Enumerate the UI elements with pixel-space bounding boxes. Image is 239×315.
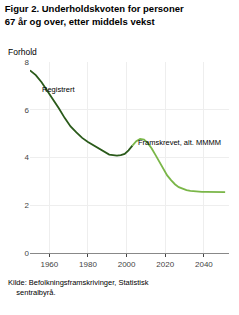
svg-text:Forhold: Forhold <box>8 47 37 57</box>
svg-text:Registrert: Registrert <box>42 85 75 94</box>
svg-text:Figur 2. Underholdskvoten for: Figur 2. Underholdskvoten for personer67… <box>5 3 184 26</box>
svg-text:6: 6 <box>25 106 30 115</box>
svg-text:2020: 2020 <box>156 260 174 269</box>
svg-text:Kilde: Befolkningsframskriving: Kilde: Befolkningsframskrivinger, Statis… <box>8 278 149 297</box>
svg-text:0: 0 <box>25 249 30 258</box>
svg-text:1980: 1980 <box>79 260 97 269</box>
svg-text:4: 4 <box>25 153 30 162</box>
svg-text:2040: 2040 <box>195 260 213 269</box>
svg-text:2: 2 <box>25 201 30 210</box>
svg-text:2000: 2000 <box>118 260 136 269</box>
svg-text:1960: 1960 <box>40 260 58 269</box>
svg-text:8: 8 <box>25 58 30 67</box>
svg-text:Framskrevet, alt. MMMM: Framskrevet, alt. MMMM <box>138 138 221 147</box>
